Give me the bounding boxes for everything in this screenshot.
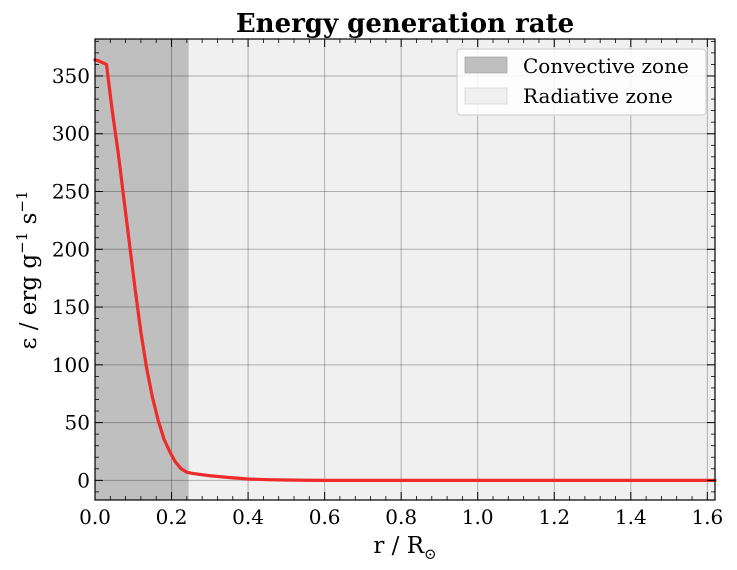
y-tick-labels: 0 50 100 150 200 250 300 350 <box>52 64 90 492</box>
x-tick-label-5: 1.0 <box>462 505 494 529</box>
axis-ticks <box>94 39 715 500</box>
x-tick-label-8: 1.6 <box>691 505 723 529</box>
region-convective <box>95 39 189 500</box>
chart-title: Energy generation rate <box>236 9 574 39</box>
x-axis-label-main: r / R <box>373 533 424 559</box>
x-tick-label-3: 0.6 <box>309 505 341 529</box>
series-layer <box>93 58 717 482</box>
legend-swatch-radiative <box>464 87 508 105</box>
y-tick-label-3: 150 <box>52 295 90 319</box>
y-tick-label-0: 0 <box>77 468 90 492</box>
legend-label-convective: Convective zone <box>523 54 689 78</box>
x-tick-label-1: 0.2 <box>156 505 188 529</box>
y-tick-label-7: 350 <box>52 64 90 88</box>
x-axis-label: r / R⊙ <box>373 533 436 563</box>
y-axis-label-mid: s <box>16 213 42 232</box>
x-tick-label-4: 0.8 <box>385 505 417 529</box>
y-tick-label-6: 300 <box>52 122 90 146</box>
zone-regions <box>95 39 715 500</box>
legend-box <box>456 48 707 116</box>
x-tick-labels: 0.0 0.2 0.4 0.6 0.8 1.0 1.2 1.4 1.6 <box>79 505 723 529</box>
x-tick-label-7: 1.4 <box>615 505 647 529</box>
plot-frame <box>94 38 716 501</box>
legend-label-radiative: Radiative zone <box>523 84 673 108</box>
x-tick-label-6: 1.2 <box>538 505 570 529</box>
y-tick-label-5: 250 <box>52 180 90 204</box>
y-tick-label-2: 100 <box>52 353 90 377</box>
series-line-0 <box>93 58 717 482</box>
x-tick-label-0: 0.0 <box>79 505 111 529</box>
y-axis-label-sup1: −1 <box>13 232 31 254</box>
y-tick-label-4: 200 <box>52 237 90 261</box>
y-axis-label: ε / erg g−1 s−1 <box>13 190 42 349</box>
region-radiative <box>188 39 715 500</box>
y-tick-label-1: 50 <box>65 411 90 435</box>
x-tick-label-2: 0.4 <box>232 505 264 529</box>
legend-swatch-convective <box>464 56 508 74</box>
y-axis-label-main: ε / erg g <box>16 254 42 350</box>
legend: Convective zone Radiative zone <box>456 48 707 116</box>
x-axis-label-sub: ⊙ <box>424 545 437 563</box>
y-axis-label-sup2: −1 <box>13 190 31 212</box>
